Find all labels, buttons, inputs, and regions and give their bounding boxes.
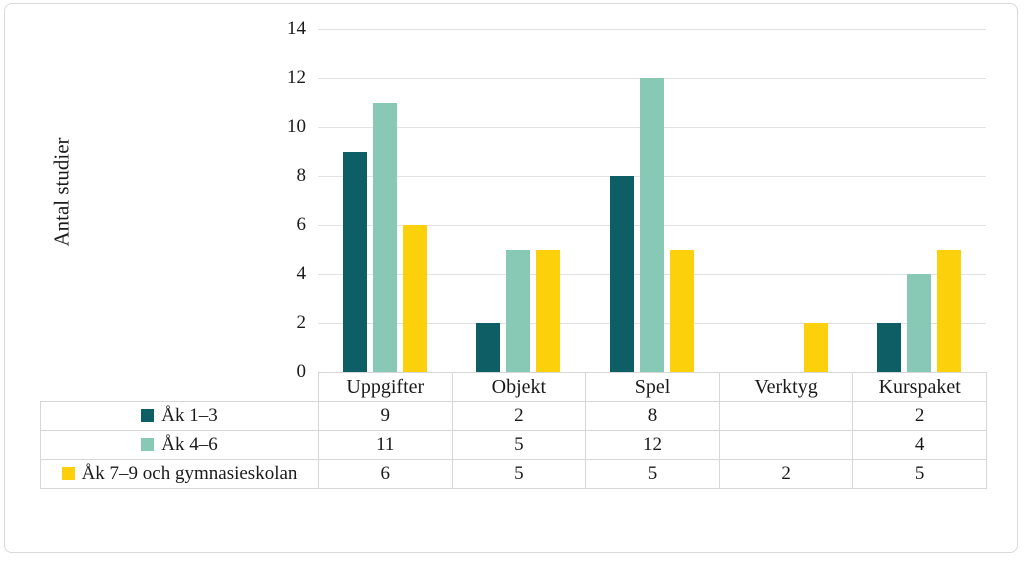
legend-label: Åk 4–6 <box>161 434 218 455</box>
y-tick-label: 4 <box>296 263 307 284</box>
bar <box>803 323 828 372</box>
bar <box>877 323 902 372</box>
data-table: Uppgifter Objekt Spel Verktyg Kurspaket Åk 1–… <box>40 372 987 489</box>
bar <box>937 249 962 372</box>
value-cell: 5 <box>852 459 987 489</box>
value-cell: 5 <box>585 459 720 489</box>
legend-label: Åk 7–9 och gymnasieskolan <box>81 463 298 484</box>
category-header-row: Uppgifter Objekt Spel Verktyg Kurspaket <box>41 372 987 402</box>
legend-swatch-icon <box>61 467 75 480</box>
category-header-cell: Verktyg <box>718 372 854 402</box>
table-row: Åk 4–6 11 5 12 4 <box>40 430 987 460</box>
bar <box>476 323 501 372</box>
value-cell <box>718 401 854 431</box>
gridline <box>318 29 986 30</box>
plot-area <box>318 29 986 372</box>
legend-swatch-icon <box>141 438 155 451</box>
bar <box>402 225 427 372</box>
y-tick-label: 10 <box>287 116 306 137</box>
value-cell: 11 <box>318 430 453 460</box>
category-header-cell: Objekt <box>451 372 587 402</box>
legend-cell: Åk 1–3 <box>40 401 319 431</box>
value-cell: 12 <box>585 430 720 460</box>
value-cell <box>718 430 854 460</box>
y-tick-label: 2 <box>296 312 307 333</box>
bar <box>342 151 367 372</box>
bar <box>640 78 664 372</box>
y-tick-label: 0 <box>296 361 307 382</box>
value-cell: 2 <box>718 459 854 489</box>
legend-swatch-icon <box>141 409 155 422</box>
category-header-cell: Uppgifter <box>318 372 453 402</box>
table-row: Åk 7–9 och gymnasieskolan 6 5 5 2 5 <box>40 459 987 489</box>
legend-label: Åk 1–3 <box>161 405 218 426</box>
bar <box>907 274 932 372</box>
legend-cell: Åk 4–6 <box>40 430 319 460</box>
y-tick-label: 8 <box>296 165 307 186</box>
value-cell: 8 <box>585 401 720 431</box>
legend-cell: Åk 7–9 och gymnasieskolan <box>40 459 319 489</box>
category-header-cell: Spel <box>585 372 720 402</box>
value-cell: 9 <box>318 401 453 431</box>
bar <box>506 249 531 372</box>
value-cell: 2 <box>852 401 987 431</box>
table-row: Åk 1–3 9 2 8 2 <box>40 401 987 431</box>
y-tick-label: 12 <box>287 67 306 88</box>
y-tick-label: 6 <box>296 214 307 235</box>
y-axis-title: Antal studier <box>49 137 74 247</box>
bar <box>536 249 561 372</box>
bar <box>670 249 694 372</box>
value-cell: 2 <box>451 401 587 431</box>
bar <box>610 176 634 372</box>
bar <box>372 102 397 372</box>
y-tick-label: 14 <box>287 18 306 39</box>
value-cell: 4 <box>852 430 987 460</box>
value-cell: 6 <box>318 459 453 489</box>
value-cell: 5 <box>451 459 587 489</box>
category-header-cell: Kurspaket <box>852 372 987 402</box>
value-cell: 5 <box>451 430 587 460</box>
